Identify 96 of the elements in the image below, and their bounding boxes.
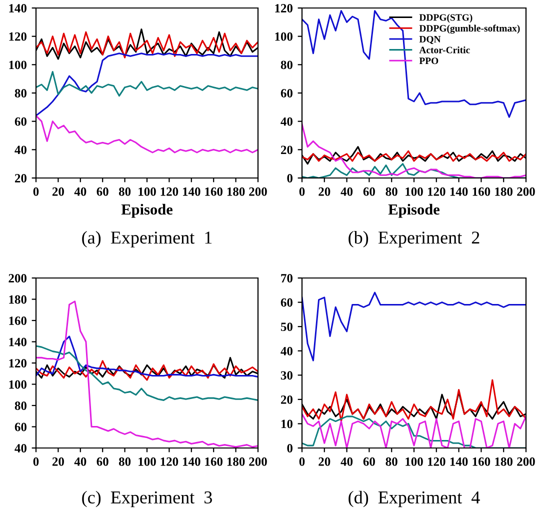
line-series [36,114,258,154]
y-tick-label: 120 [9,32,26,41]
x-tick-label: 100 [406,457,423,466]
x-axis-title: Episode [121,204,172,218]
y-tick-label: 160 [9,316,26,325]
x-tick-label: 20 [52,457,64,466]
x-tick-label: 100 [138,187,156,196]
x-tick-label: 100 [406,187,423,196]
x-tick-label: 40 [340,457,353,466]
line-series [36,70,258,97]
x-tick-label: 20 [52,187,64,196]
x-tick-label: 20 [318,457,330,466]
x-tick-label: 200 [249,457,267,466]
y-tick-label: 20 [15,174,26,182]
y-tick-label: 20 [281,146,292,154]
y-tick-label: 40 [280,117,292,126]
line-series [302,150,526,162]
text: (c) Experiment 3 [82,490,212,508]
legend-label: Actor-Critic [419,46,470,54]
x-tick-label: 60 [96,187,108,196]
x-tick-label: 40 [74,457,86,466]
legend-label: DDPG(gumble-softmax) [419,24,520,34]
y-tick-label: 0 [287,444,292,452]
x-tick-label: 80 [386,187,398,196]
x-tick-label: 100 [138,457,156,466]
line-series [36,345,258,401]
x-tick-label: 40 [74,187,86,196]
y-tick-label: 100 [9,380,26,389]
x-tick-label: 180 [227,187,245,196]
x-tick-label: 120 [428,457,446,466]
line-series [302,379,526,422]
y-tick-label: 60 [14,117,26,126]
x-tick-label: 200 [517,457,535,466]
y-tick-label: 140 [9,4,26,12]
legend-label: DQN [419,36,441,44]
x-tick-label: 140 [183,187,200,196]
y-tick-label: 10 [281,420,292,428]
y-tick-label: 40 [14,146,26,154]
legend-label: DDPG(STG) [419,14,472,23]
y-tick-label: 50 [280,322,292,332]
x-tick-label: 160 [472,187,490,196]
x-tick-label: 80 [118,187,131,196]
x-tick-label: 0 [33,457,39,466]
y-tick-label: 80 [14,89,26,98]
x-tick-label: 200 [249,187,267,196]
x-tick-label: 60 [363,187,375,196]
line-series [36,336,258,378]
y-tick-label: 30 [280,371,292,380]
y-tick-label: 100 [275,32,292,41]
y-tick-label: 200 [8,274,26,282]
text: (b) Experiment 2 [348,231,480,248]
x-tick-label: 120 [428,187,446,196]
y-tick-label: 20 [281,395,292,404]
y-tick-label: 70 [281,274,292,282]
x-tick-label: 140 [450,457,468,466]
x-tick-label: 180 [495,187,512,196]
text: (a) Experiment 1 [82,231,212,248]
y-tick-label: 120 [9,359,26,368]
x-tick-label: 80 [118,457,131,466]
x-tick-label: 40 [340,187,353,196]
y-tick-label: 120 [275,4,292,12]
line-series [36,52,258,116]
x-tick-label: 60 [96,457,108,466]
x-tick-label: 160 [205,457,222,466]
x-tick-label: 180 [495,457,512,466]
y-tick-label: 40 [14,444,26,452]
x-tick-label: 0 [33,187,39,196]
y-tick-label: 60 [280,89,292,98]
x-tick-label: 0 [299,457,305,466]
x-tick-label: 200 [517,187,535,196]
x-tick-label: 120 [160,187,178,196]
line-series [36,360,258,381]
x-tick-label: 140 [450,187,468,196]
x-tick-label: 20 [318,187,330,196]
x-tick-label: 160 [472,457,490,466]
y-tick-label: 80 [14,402,26,410]
x-tick-label: 140 [183,457,200,466]
y-tick-label: 40 [280,346,292,356]
y-tick-label: 60 [14,422,26,432]
y-tick-label: 60 [280,298,292,307]
text: (d) Experiment 4 [348,490,480,508]
y-tick-label: 140 [9,338,26,346]
line-series [302,292,526,362]
x-tick-label: 60 [363,457,375,466]
x-tick-label: 0 [299,187,305,196]
x-tick-label: 120 [160,457,178,466]
y-tick-label: 80 [280,60,292,70]
line-series [302,10,526,118]
x-tick-label: 180 [227,457,245,466]
y-tick-label: 100 [9,60,26,70]
x-tick-label: 80 [386,457,398,466]
x-tick-label: 160 [205,187,222,196]
y-tick-label: 180 [9,295,26,304]
y-tick-label: 0 [287,174,292,182]
x-axis-title: Episode [388,204,440,218]
legend-label: PPO [419,58,438,64]
